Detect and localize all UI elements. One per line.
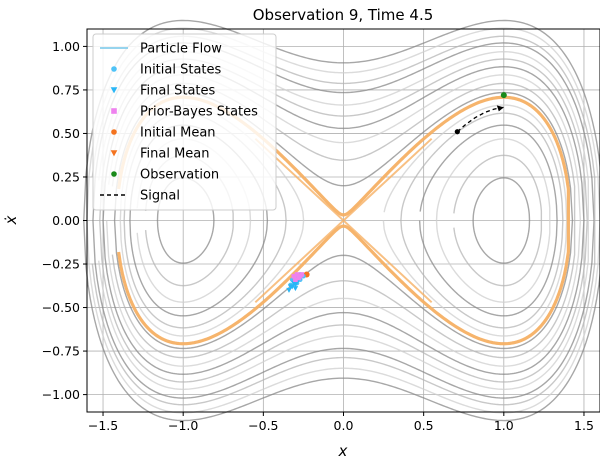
y-tick-label: 0.75 — [52, 82, 80, 97]
legend-label: Final Mean — [140, 147, 210, 162]
legend-box — [92, 33, 277, 211]
y-axis-label: ẋ — [2, 215, 20, 225]
legend-item-final-states: Final States — [110, 84, 216, 99]
y-tick-label: 1.00 — [52, 39, 80, 54]
prior-bayes-states-point — [297, 273, 303, 279]
prior-bayes-states-point — [291, 273, 297, 279]
legend-label: Initial Mean — [140, 126, 216, 141]
background-orbit — [435, 138, 551, 303]
legend-swatch — [110, 87, 118, 94]
legend: Particle Flow Initial States Final States P… — [92, 33, 277, 211]
final-states-point — [286, 287, 292, 293]
legend-items: Particle Flow Initial States Final States P… — [100, 42, 258, 204]
x-tick-label: −0.5 — [248, 418, 278, 433]
final-states-point — [287, 284, 294, 290]
chart-title: Observation 9, Time 4.5 — [253, 6, 434, 24]
y-tick-label: −0.75 — [42, 344, 80, 359]
prior-bayes-states-point — [294, 272, 300, 277]
legend-label: Signal — [140, 189, 180, 204]
background-orbit — [382, 104, 568, 337]
x-tick-label: 1.5 — [574, 418, 594, 433]
signal-start-point — [454, 129, 460, 135]
prior-bayes-states-point — [293, 277, 298, 282]
legend-swatch — [111, 129, 117, 135]
legend-swatch — [111, 66, 117, 72]
legend-item-final-mean: Final Mean — [110, 147, 210, 162]
legend-item-initial-states: Initial States — [111, 63, 222, 78]
legend-swatch — [110, 150, 118, 157]
background-orbit — [418, 124, 558, 317]
legend-label: Particle Flow — [140, 42, 222, 57]
y-tick-label: −0.25 — [42, 257, 80, 272]
y-tick-label: 0.00 — [52, 213, 80, 228]
y-tick-label: 0.25 — [52, 169, 80, 184]
background-orbit — [400, 112, 564, 329]
scatter-points — [286, 92, 507, 293]
y-tick-label: −0.50 — [42, 300, 80, 315]
separatrix-cross — [254, 137, 433, 304]
x-tick-label: −1.5 — [88, 418, 118, 433]
axis-ticks: −1.5 −1.0 −0.5 0.0 0.5 1.0 1.5 −1.00 −0.75 −0.50 −… — [42, 39, 594, 433]
x-tick-label: 1.0 — [494, 418, 514, 433]
x-tick-label: 0.5 — [414, 418, 434, 433]
legend-swatch — [111, 108, 117, 114]
x-tick-label: −1.0 — [168, 418, 198, 433]
final-states-point — [292, 282, 299, 288]
background-orbit — [472, 177, 531, 264]
x-tick-label: 0.0 — [334, 418, 354, 433]
legend-swatch — [111, 171, 117, 177]
legend-label: Final States — [140, 84, 216, 99]
y-tick-label: 0.50 — [52, 126, 80, 141]
legend-item-particle-flow: Particle Flow — [100, 42, 222, 57]
legend-item-observation: Observation — [111, 168, 219, 183]
legend-item-prior-bayes-states: Prior-Bayes States — [111, 105, 258, 120]
y-tick-label: −1.00 — [42, 387, 80, 402]
legend-label: Prior-Bayes States — [140, 105, 258, 120]
signal-line — [456, 106, 504, 133]
legend-label: Observation — [140, 168, 219, 183]
background-orbit — [453, 154, 543, 287]
legend-item-initial-mean: Initial Mean — [111, 126, 216, 141]
legend-label: Initial States — [140, 63, 222, 78]
x-axis-label: x — [338, 442, 348, 460]
legend-item-signal: Signal — [100, 189, 180, 204]
signal-arrowhead — [496, 105, 504, 112]
observation-point — [500, 92, 507, 99]
final-states-point — [292, 286, 299, 292]
